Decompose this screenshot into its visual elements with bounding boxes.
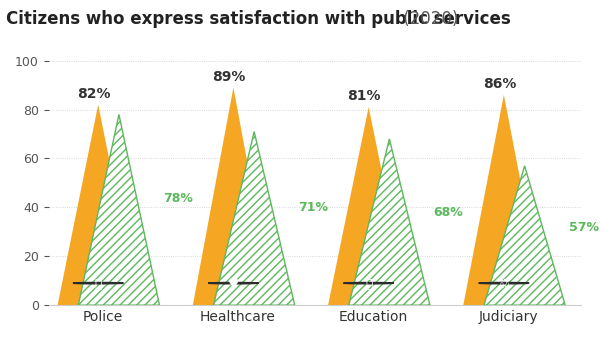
Text: 82%: 82%: [77, 87, 111, 101]
Text: 🎓: 🎓: [365, 278, 373, 291]
Circle shape: [73, 282, 124, 284]
Text: 86%: 86%: [483, 77, 516, 91]
Text: 68%: 68%: [434, 205, 463, 219]
Polygon shape: [484, 166, 565, 305]
Text: 81%: 81%: [347, 89, 381, 103]
Polygon shape: [78, 115, 159, 305]
Polygon shape: [349, 139, 430, 305]
Text: ⚖: ⚖: [498, 278, 509, 291]
Text: 78%: 78%: [163, 192, 193, 205]
Circle shape: [478, 282, 529, 284]
Text: 89%: 89%: [212, 70, 245, 84]
Circle shape: [343, 282, 394, 284]
Polygon shape: [463, 95, 544, 305]
Polygon shape: [58, 105, 139, 305]
Text: Citizens who express satisfaction with public services: Citizens who express satisfaction with p…: [6, 10, 511, 28]
Text: ♥: ♥: [228, 278, 239, 291]
Text: 71%: 71%: [298, 201, 328, 215]
Text: 57%: 57%: [569, 221, 599, 234]
Circle shape: [208, 282, 259, 284]
Polygon shape: [328, 107, 409, 305]
Text: (2020): (2020): [398, 10, 458, 28]
Polygon shape: [193, 87, 274, 305]
Text: 🎩: 🎩: [95, 278, 102, 291]
Polygon shape: [213, 132, 295, 305]
